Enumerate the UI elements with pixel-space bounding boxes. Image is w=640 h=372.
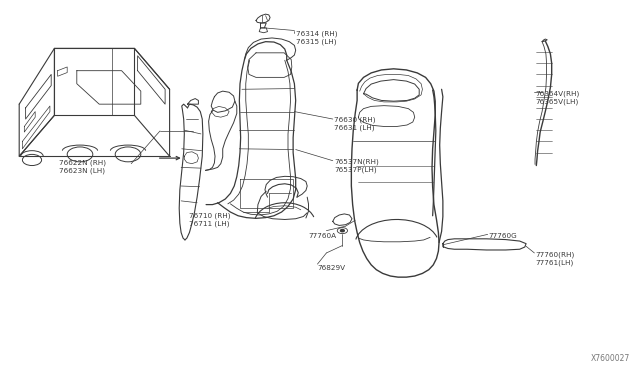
Text: 77760A: 77760A bbox=[308, 232, 337, 238]
Text: 76829V: 76829V bbox=[317, 265, 346, 271]
Text: 76314 (RH)
76315 (LH): 76314 (RH) 76315 (LH) bbox=[296, 31, 337, 45]
Text: 76537N(RH)
76537P(LH): 76537N(RH) 76537P(LH) bbox=[334, 158, 379, 173]
Text: 77760(RH)
77761(LH): 77760(RH) 77761(LH) bbox=[535, 251, 574, 266]
Text: 76710 (RH)
76711 (LH): 76710 (RH) 76711 (LH) bbox=[189, 212, 231, 227]
Text: X7600027: X7600027 bbox=[591, 354, 630, 363]
Text: 77760G: 77760G bbox=[488, 233, 517, 239]
Text: 76622N (RH)
76623N (LH): 76622N (RH) 76623N (LH) bbox=[59, 160, 106, 174]
Text: 76364V(RH)
76365V(LH): 76364V(RH) 76365V(LH) bbox=[535, 90, 579, 105]
Text: 76630 (RH)
76631 (LH): 76630 (RH) 76631 (LH) bbox=[334, 116, 376, 131]
Circle shape bbox=[340, 230, 344, 232]
